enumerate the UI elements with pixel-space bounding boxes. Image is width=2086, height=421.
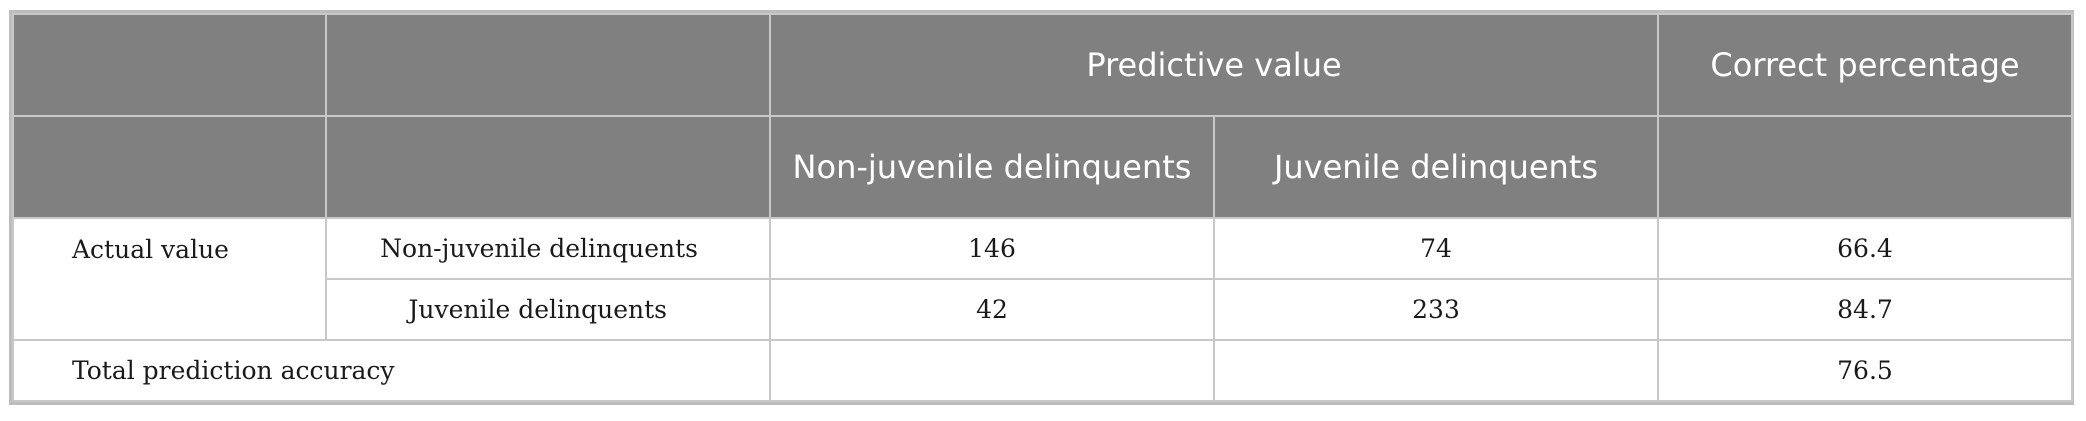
total-row: Total prediction accuracy 76.5 bbox=[12, 339, 2073, 402]
header-row-2: Non-juvenile delinquents Juvenile delinq… bbox=[12, 115, 2073, 219]
subheader-empty-5 bbox=[1657, 115, 2073, 219]
header-predictive-value: Predictive value bbox=[769, 13, 1659, 117]
cell-pred-non-juvenile: 42 bbox=[769, 278, 1215, 341]
total-correct-percentage: 76.5 bbox=[1657, 339, 2073, 402]
row-group-label bbox=[12, 279, 327, 341]
results-table-container: Predictive value Correct percentage Non-… bbox=[9, 10, 2074, 405]
total-pred-juvenile bbox=[1213, 339, 1659, 402]
table-row: Actual value Non-juvenile delinquents 14… bbox=[12, 217, 2073, 280]
subheader-non-juvenile: Non-juvenile delinquents bbox=[769, 115, 1215, 219]
subheader-empty-1 bbox=[12, 115, 327, 219]
cell-correct-percentage: 66.4 bbox=[1657, 217, 2073, 280]
cell-correct-percentage: 84.7 bbox=[1657, 278, 2073, 341]
row-group-label: Actual value bbox=[12, 217, 327, 279]
total-pred-non-juvenile bbox=[769, 339, 1215, 402]
header-empty-1 bbox=[12, 13, 327, 117]
header-correct-percentage: Correct percentage bbox=[1657, 13, 2073, 117]
header-empty-2 bbox=[325, 13, 771, 117]
table-row: Juvenile delinquents 42 233 84.7 bbox=[12, 278, 2073, 341]
cell-pred-juvenile: 74 bbox=[1213, 217, 1659, 280]
subheader-juvenile: Juvenile delinquents bbox=[1213, 115, 1659, 219]
cell-pred-non-juvenile: 146 bbox=[769, 217, 1215, 280]
subheader-empty-2 bbox=[325, 115, 771, 219]
row-category-label: Juvenile delinquents bbox=[325, 278, 771, 341]
prediction-accuracy-table: Predictive value Correct percentage Non-… bbox=[12, 13, 2073, 402]
row-category-label: Non-juvenile delinquents bbox=[325, 217, 771, 280]
header-row-1: Predictive value Correct percentage bbox=[12, 13, 2073, 117]
cell-pred-juvenile: 233 bbox=[1213, 278, 1659, 341]
total-label: Total prediction accuracy bbox=[12, 339, 771, 402]
